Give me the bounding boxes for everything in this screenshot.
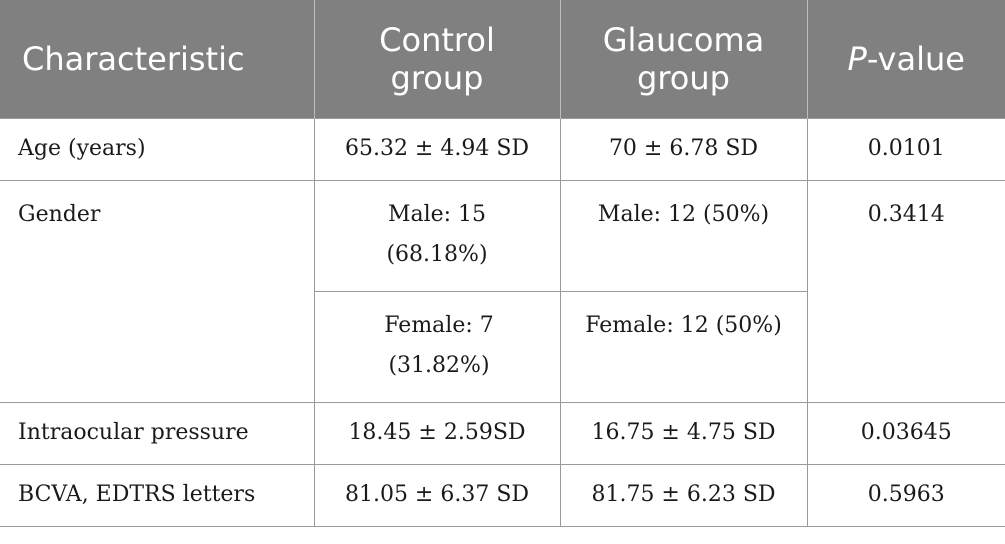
cell-age-label: Age (years) [0, 117, 315, 181]
cell-bcva-control: 81.05 ± 6.37 SD [313, 463, 561, 527]
cell-gender-glaucoma-female: Female: 12 (50%) [559, 290, 807, 403]
cell-age-control: 65.32 ± 4.94 SD [313, 117, 561, 181]
cell-iop-control: 18.45 ± 2.59SD [313, 401, 561, 465]
control-male-line1: Male: 15 [387, 201, 487, 227]
header-control-line2: group [390, 58, 484, 97]
cell-bcva-p: 0.5963 [806, 463, 1005, 527]
cell-age-p: 0.0101 [806, 117, 1005, 181]
header-p-value: P-value [807, 0, 1005, 118]
control-female-line1: Female: 7 [384, 312, 494, 338]
table-row-iop: Intraocular pressure 18.45 ± 2.59SD 16.7… [0, 401, 1005, 465]
cell-iop-label: Intraocular pressure [0, 401, 315, 465]
header-row: Characteristic Control group Glaucoma gr… [0, 0, 1005, 118]
cell-iop-p: 0.03645 [806, 401, 1005, 465]
characteristics-table: Characteristic Control group Glaucoma gr… [0, 0, 1005, 527]
cell-gender-control-male: Male: 15 (68.18%) [313, 179, 561, 292]
table-row-gender-male: Gender Male: 15 (68.18%) Male: 12 (50%) … [0, 179, 1005, 403]
table-row-gender-female: Female: 7 (31.82%) Female: 12 (50%) [0, 290, 1005, 403]
table-header: Characteristic Control group Glaucoma gr… [0, 0, 1005, 118]
cell-iop-glaucoma: 16.75 ± 4.75 SD [559, 401, 808, 465]
cell-gender-control-female: Female: 7 (31.82%) [314, 290, 561, 403]
cell-gender-label: Gender [0, 179, 315, 403]
table-body: Age (years) 65.32 ± 4.94 SD 70 ± 6.78 SD… [0, 117, 1005, 527]
header-characteristic: Characteristic [0, 0, 315, 118]
cell-gender-glaucoma-male: Male: 12 (50%) [559, 179, 808, 292]
header-characteristic-label: Characteristic [22, 39, 245, 78]
header-p-rest: -value [866, 39, 965, 78]
cell-bcva-label: BCVA, EDTRS letters [0, 463, 315, 527]
header-glaucoma-line2: group [637, 58, 730, 97]
header-p-italic: P [847, 39, 867, 78]
header-glaucoma-group: Glaucoma group [560, 0, 808, 118]
control-male-line2: (68.18%) [386, 241, 488, 267]
header-control-line1: Control [379, 20, 495, 59]
cell-bcva-glaucoma: 81.75 ± 6.23 SD [559, 463, 808, 527]
table-row-age: Age (years) 65.32 ± 4.94 SD 70 ± 6.78 SD… [0, 117, 1005, 181]
cell-gender-p: 0.3414 [806, 179, 1005, 403]
cell-age-glaucoma: 70 ± 6.78 SD [559, 117, 808, 181]
table-row-bcva: BCVA, EDTRS letters 81.05 ± 6.37 SD 81.7… [0, 463, 1005, 527]
control-female-line2: (31.82%) [388, 352, 490, 378]
header-glaucoma-line1: Glaucoma [602, 20, 765, 59]
header-control-group: Control group [314, 0, 561, 118]
